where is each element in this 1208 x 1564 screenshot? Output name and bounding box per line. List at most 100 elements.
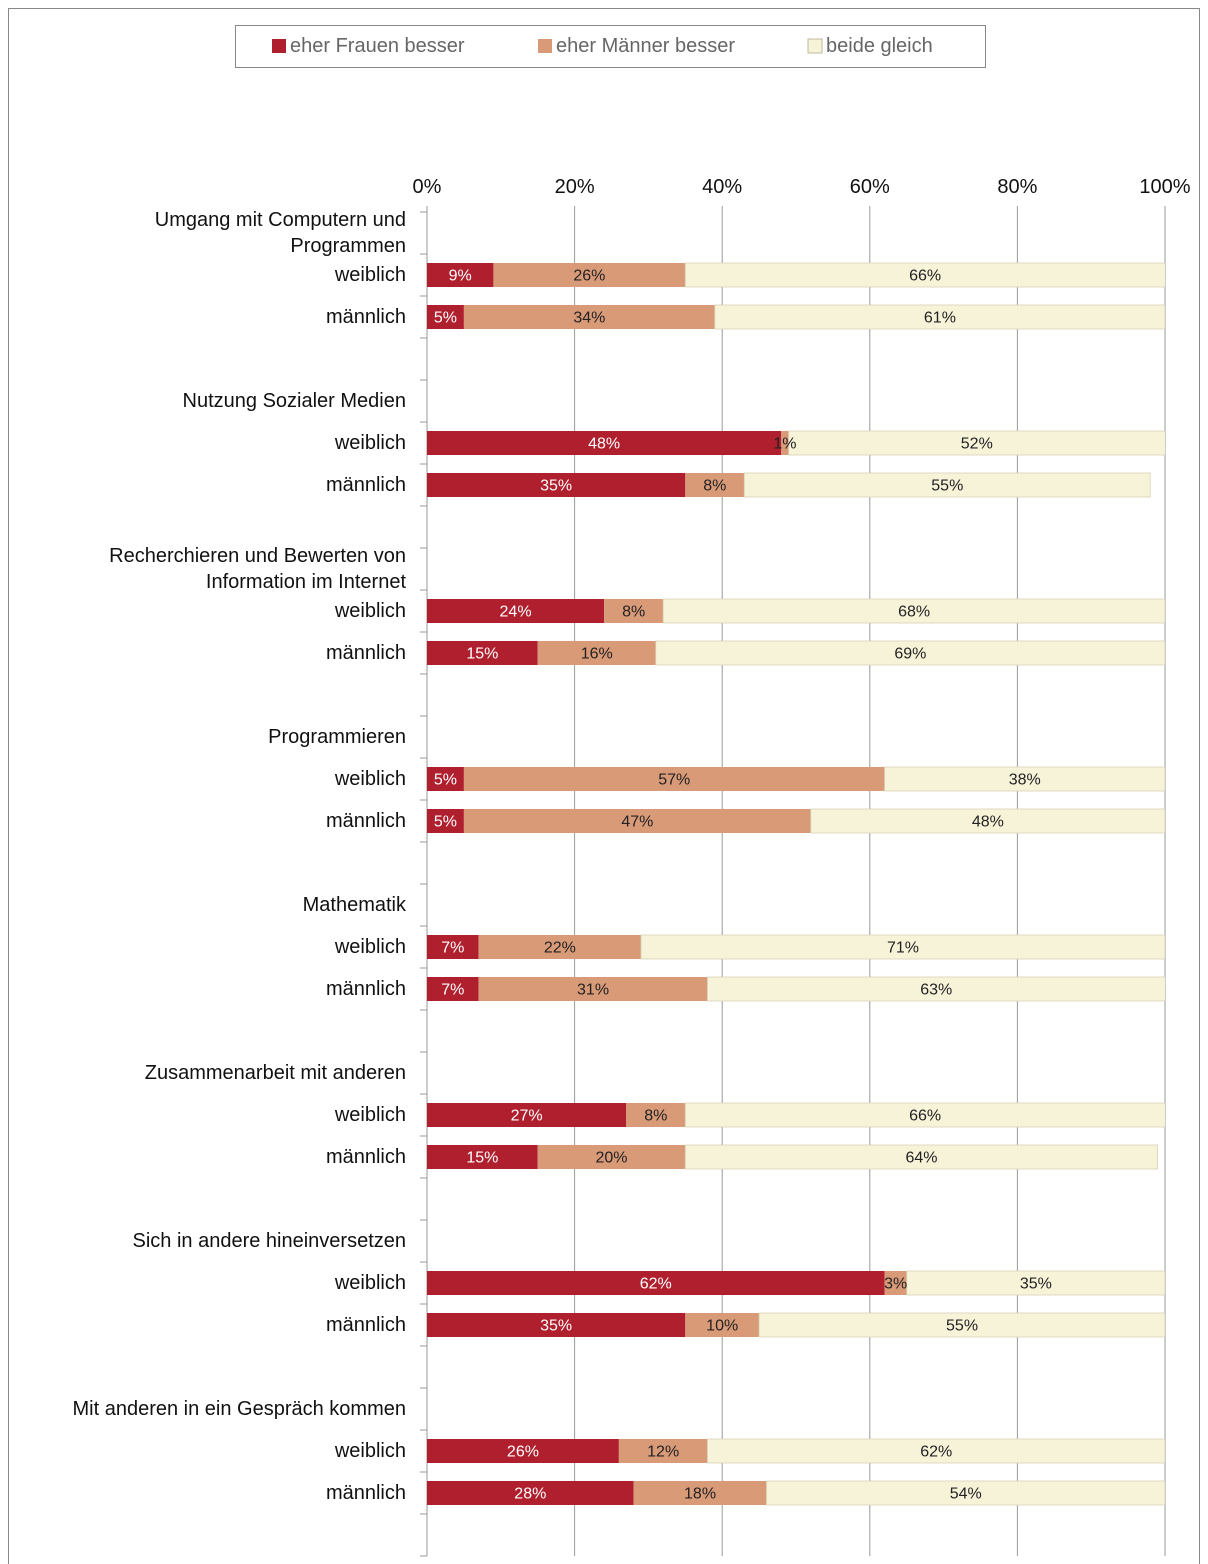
- bar-segment: [684, 1144, 1159, 1170]
- value-label: 63%: [920, 982, 952, 999]
- category-label: weiblich: [334, 432, 406, 454]
- value-label: 35%: [540, 1318, 572, 1335]
- category-label: weiblich: [334, 1440, 406, 1462]
- value-label: 8%: [644, 1108, 667, 1125]
- bar-segment: [685, 473, 745, 497]
- bar-segment: [655, 640, 1165, 666]
- value-label: 24%: [500, 604, 532, 621]
- value-label: 27%: [511, 1108, 543, 1125]
- bar-segment: [618, 1439, 708, 1463]
- bar-segment: [714, 304, 1165, 330]
- bar-segment: [427, 1145, 538, 1169]
- value-label: 31%: [577, 982, 609, 999]
- bar-segment: [427, 641, 538, 665]
- value-label: 15%: [466, 646, 498, 663]
- bar-segment: [427, 263, 494, 287]
- value-label: 3%: [884, 1276, 907, 1293]
- category-label: weiblich: [334, 264, 406, 286]
- category-label: männlich: [325, 474, 406, 496]
- bar-segment: [427, 767, 464, 791]
- value-label: 10%: [706, 1318, 738, 1335]
- value-label: 55%: [946, 1318, 978, 1335]
- value-label: 8%: [703, 478, 726, 495]
- bar-segment: [493, 263, 686, 287]
- bar-segment: [788, 430, 1165, 456]
- value-label: 5%: [434, 772, 457, 789]
- category-label: Recherchieren und Bewerten von Informati…: [109, 545, 406, 593]
- value-label: 18%: [684, 1486, 716, 1503]
- bar-segment: [781, 431, 789, 455]
- bar-segment: [684, 1102, 1165, 1128]
- category-label: männlich: [325, 1482, 406, 1504]
- bar-segment: [810, 808, 1165, 834]
- value-label: 68%: [898, 604, 930, 621]
- category-label: Mit anderen in ein Gespräch kommen: [72, 1398, 407, 1420]
- bar-segment: [463, 767, 885, 791]
- bar-segment: [427, 1439, 619, 1463]
- value-label: 12%: [647, 1444, 679, 1461]
- legend-label: eher Männer besser: [556, 35, 735, 57]
- value-label: 69%: [894, 646, 926, 663]
- bar-segment: [427, 809, 464, 833]
- value-label: 7%: [441, 940, 464, 957]
- x-tick-label: 100%: [1139, 176, 1190, 198]
- value-label: 64%: [905, 1150, 937, 1167]
- bar-segment: [626, 1103, 686, 1127]
- category-label: Umgang mit Computern und Programmen: [154, 209, 406, 257]
- bar-segment: [640, 934, 1165, 960]
- bar-segment: [427, 1103, 627, 1127]
- value-label: 22%: [544, 940, 576, 957]
- category-label: männlich: [325, 1146, 406, 1168]
- bar-segment: [427, 1271, 885, 1295]
- bar-segment: [537, 1145, 686, 1169]
- bar-segment: [463, 809, 811, 833]
- bar-segment: [427, 1481, 634, 1505]
- category-label: weiblich: [334, 1104, 406, 1126]
- chart-frame: [8, 8, 1200, 1564]
- bar-segment: [707, 1438, 1165, 1464]
- value-label: 16%: [581, 646, 613, 663]
- category-label: Sich in andere hineinversetzen: [132, 1230, 406, 1252]
- bar-segment: [766, 1480, 1165, 1506]
- x-tick-label: 20%: [555, 176, 595, 198]
- value-label: 1%: [773, 436, 796, 453]
- bar-segment: [427, 599, 605, 623]
- bar-segment: [662, 598, 1165, 624]
- bar-segment: [427, 473, 686, 497]
- legend-label: beide gleich: [826, 35, 933, 57]
- legend-box: [235, 25, 986, 68]
- legend-swatch: [538, 39, 552, 53]
- x-tick-label: 0%: [413, 176, 442, 198]
- bar-segment: [427, 431, 782, 455]
- value-label: 48%: [972, 814, 1004, 831]
- bar-segment: [427, 977, 479, 1001]
- bar-segment: [884, 766, 1165, 792]
- bar-segment: [463, 305, 715, 329]
- bar-segment: [684, 262, 1165, 288]
- value-label: 71%: [887, 940, 919, 957]
- bar-segment: [884, 1271, 907, 1295]
- bar-segment: [743, 472, 1151, 498]
- bar-segment: [906, 1270, 1165, 1296]
- value-label: 26%: [507, 1444, 539, 1461]
- category-label: Nutzung Sozialer Medien: [182, 390, 406, 412]
- category-label: männlich: [325, 978, 406, 1000]
- category-label: weiblich: [334, 1272, 406, 1294]
- value-label: 57%: [658, 772, 690, 789]
- value-label: 28%: [514, 1486, 546, 1503]
- category-label: Zusammenarbeit mit anderen: [144, 1062, 406, 1084]
- value-label: 35%: [1020, 1276, 1052, 1293]
- bar-segment: [427, 1313, 686, 1337]
- value-label: 35%: [540, 478, 572, 495]
- category-label: Programmieren: [268, 726, 406, 748]
- x-tick-label: 40%: [702, 176, 742, 198]
- value-label: 5%: [434, 310, 457, 327]
- bar-segment: [478, 935, 642, 959]
- bar-segment: [633, 1481, 767, 1505]
- bar-segment: [758, 1312, 1165, 1338]
- x-tick-label: 80%: [997, 176, 1037, 198]
- category-label: männlich: [325, 1314, 406, 1336]
- value-label: 26%: [573, 268, 605, 285]
